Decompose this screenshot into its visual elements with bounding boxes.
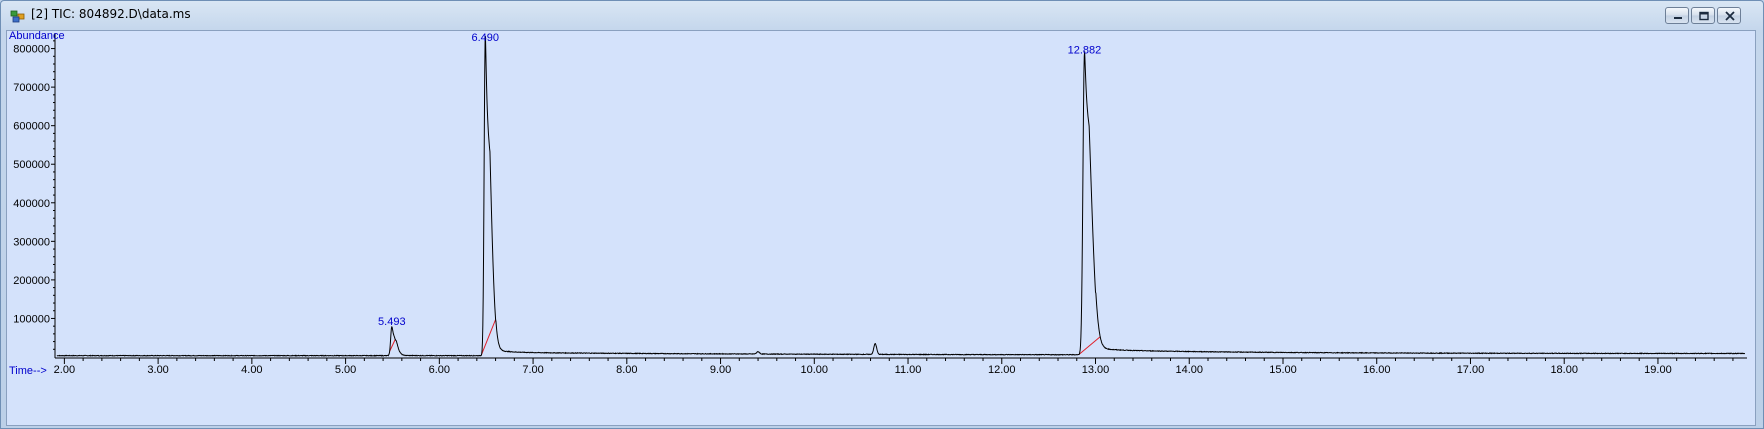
- y-tick-label: 300000: [13, 236, 50, 248]
- peak-label: 5.493: [378, 316, 406, 328]
- x-tick-label: 13.00: [1082, 364, 1110, 376]
- y-tick-label: 800000: [13, 44, 50, 56]
- x-tick-label: 19.00: [1644, 364, 1672, 376]
- x-tick-label: 15.00: [1269, 364, 1297, 376]
- x-tick-label: 16.00: [1363, 364, 1391, 376]
- x-tick-label: 14.00: [1175, 364, 1203, 376]
- x-tick-label: 5.00: [335, 364, 356, 376]
- integration-baselines: [389, 319, 1101, 356]
- y-tick-label: 400000: [13, 198, 50, 210]
- plot-area[interactable]: 100000 200000 300000 400000 500000 600000 7000…: [6, 30, 1756, 426]
- y-tick-label: 700000: [13, 82, 50, 94]
- minimize-button[interactable]: [1665, 7, 1689, 24]
- y-tick-label: 500000: [13, 159, 50, 171]
- y-tick-label: 100000: [13, 313, 50, 325]
- x-tick-label: 6.00: [429, 364, 450, 376]
- close-icon: [1725, 11, 1735, 21]
- y-tick-label: 200000: [13, 275, 50, 287]
- peak-label: 6.490: [471, 32, 499, 44]
- peak-label: 12.882: [1068, 44, 1102, 56]
- x-tick-label: 4.00: [241, 364, 262, 376]
- chromatogram-plot[interactable]: 100000 200000 300000 400000 500000 600000 7000…: [7, 31, 1755, 425]
- x-tick-label: 8.00: [616, 364, 637, 376]
- close-button[interactable]: [1717, 7, 1741, 24]
- y-axis-title: Abundance: [9, 31, 65, 42]
- x-tick-label: 3.00: [147, 364, 168, 376]
- restore-button[interactable]: [1691, 7, 1715, 24]
- x-tick-label: 18.00: [1550, 364, 1578, 376]
- x-tick-label: 17.00: [1457, 364, 1485, 376]
- restore-icon: [1699, 11, 1709, 21]
- x-tick-label: 10.00: [801, 364, 829, 376]
- window-controls: [1663, 7, 1741, 24]
- minimize-icon: [1674, 17, 1682, 19]
- x-tick-label: 7.00: [522, 364, 543, 376]
- tic-trace: [56, 36, 1746, 357]
- y-tick-label: 600000: [13, 121, 50, 133]
- title-bar[interactable]: [2] TIC: 804892.D\data.ms: [1, 1, 1763, 29]
- chromatogram-app-icon: [10, 10, 25, 23]
- x-tick-label: 2.00: [54, 364, 75, 376]
- x-axis-title: Time-->: [9, 365, 47, 377]
- x-tick-label: 11.00: [895, 364, 922, 376]
- window-title: [2] TIC: 804892.D\data.ms: [31, 7, 191, 21]
- x-tick-label: 9.00: [710, 364, 731, 376]
- x-tick-label: 12.00: [988, 364, 1016, 376]
